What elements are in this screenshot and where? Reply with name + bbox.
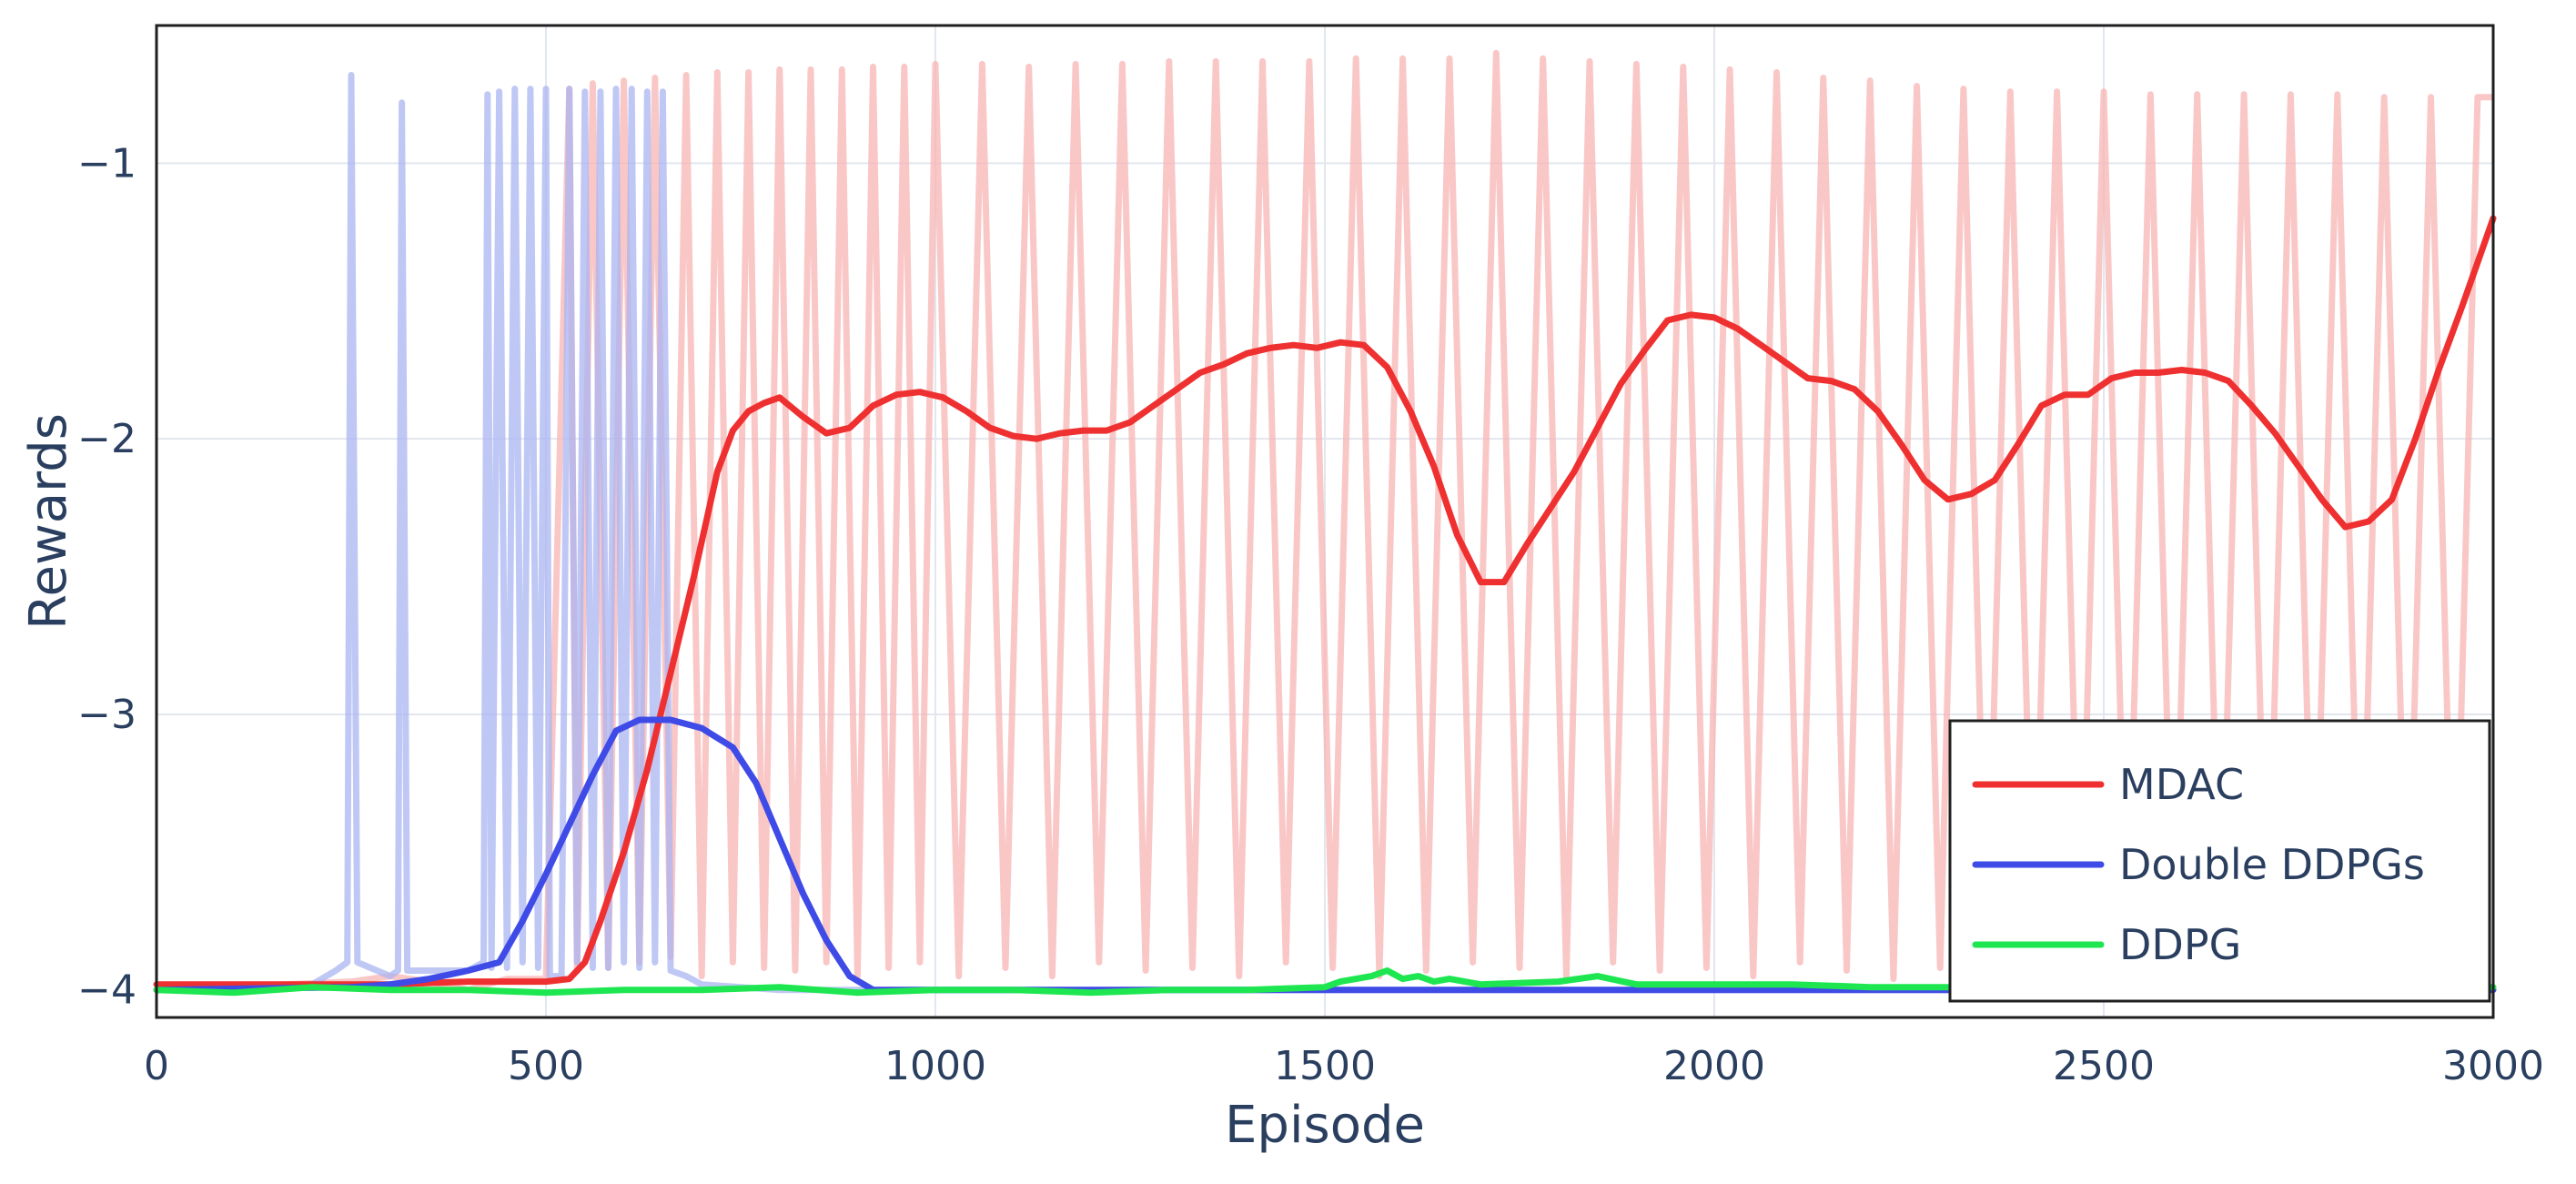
tick-label-layer: 0 500 1000 1500 2000 2500 3000 −4 −3 −2 −1: [77, 140, 2544, 1089]
plot-frame: [155, 24, 2495, 1019]
legend-label-ddpg: DDPG: [2119, 920, 2241, 969]
legend: MDAC Double DDPGs DDPG: [1948, 719, 2491, 1003]
y-tick-label-neg1: −1: [77, 140, 136, 187]
x-tick-label-0: 0: [144, 1043, 169, 1089]
y-tick-label-neg3: −3: [77, 692, 136, 738]
legend-label-mdac: MDAC: [2119, 760, 2244, 809]
y-tick-label-neg2: −2: [77, 416, 136, 462]
x-axis-title: Episode: [1225, 1096, 1425, 1155]
legend-label-double-ddpgs: Double DDPGs: [2119, 840, 2425, 889]
x-tick-label-2500: 2500: [2053, 1043, 2155, 1089]
x-tick-label-500: 500: [508, 1043, 584, 1089]
y-tick-label-neg4: −4: [77, 967, 136, 1014]
x-tick-label-1500: 1500: [1274, 1043, 1376, 1089]
raw-series-mdac: [156, 49, 2493, 994]
x-tick-label-1000: 1000: [884, 1043, 986, 1089]
x-tick-label-2000: 2000: [1663, 1043, 1765, 1089]
legend-box: [1948, 719, 2491, 1003]
y-axis-title: Rewards: [19, 413, 78, 630]
x-tick-label-3000: 3000: [2442, 1043, 2544, 1089]
series-line-mdac: [153, 215, 2497, 988]
